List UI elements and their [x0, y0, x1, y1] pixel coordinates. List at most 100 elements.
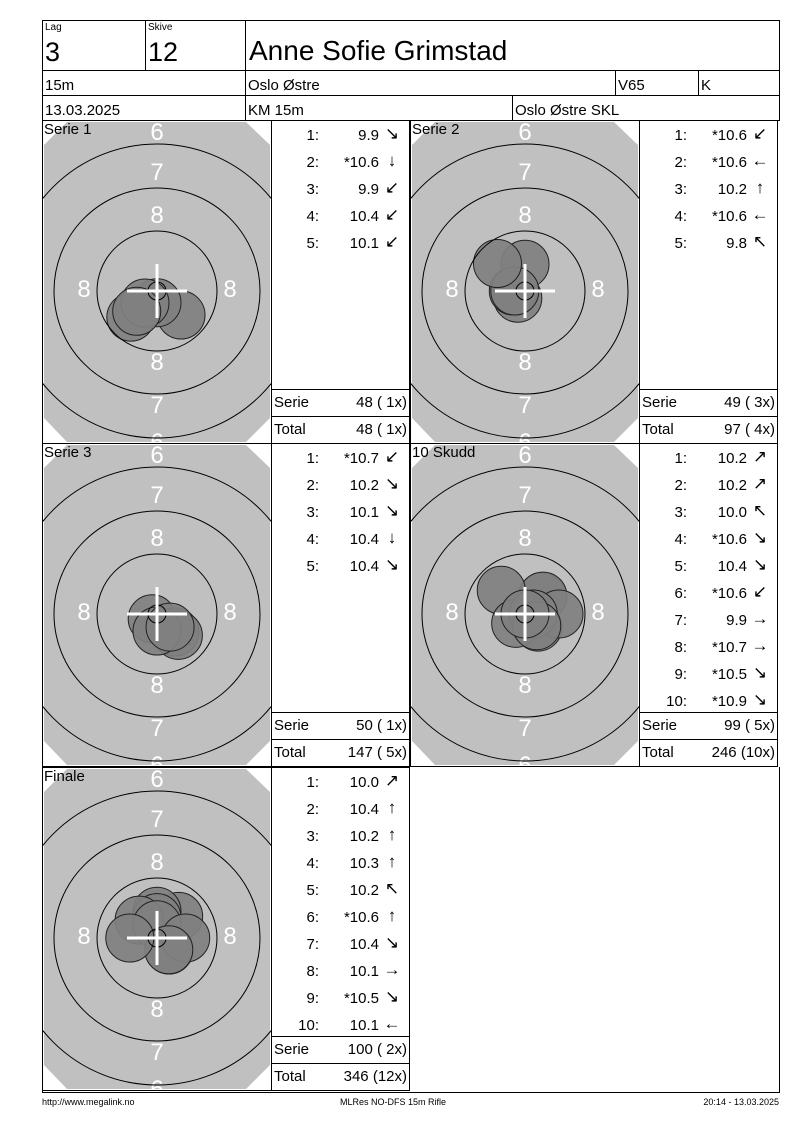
target-ring: [421, 510, 629, 718]
total-value: 246 (10x): [711, 744, 775, 761]
series-title: Serie 1: [44, 121, 92, 138]
shot-number: 5:: [306, 882, 319, 899]
target-ring: [53, 510, 261, 718]
shot-score: *10.6: [711, 208, 747, 225]
shot-score: 10.0: [349, 774, 379, 791]
serie-sum: Serie 99 ( 5x): [640, 712, 777, 740]
shot-score: 10.1: [349, 235, 379, 252]
serie-sum: Serie 49 ( 3x): [640, 389, 777, 417]
target-svg: 6 7 8 8 7 6 8 8: [9, 119, 305, 456]
shot-row: 9: *10.5 ↘: [640, 662, 777, 689]
shot-number: 4:: [306, 855, 319, 872]
shot-row: 3: 10.2 ↑: [640, 177, 777, 204]
shot-number: 10:: [298, 1017, 319, 1034]
ring-number: 6: [150, 768, 163, 793]
total-value: 147 ( 5x): [347, 744, 407, 761]
skive-value: 12: [148, 37, 179, 67]
shot-row: 10: 10.1 ←: [272, 1013, 409, 1040]
footer-url[interactable]: http://www.megalink.no: [42, 1097, 135, 1107]
shot-list: 1: *10.7 ↙ 2: 10.2 ↘ 3: 10.1 ↘ 4: 10.4 ↓ 5: 10.4 ↘ Seri…: [271, 443, 410, 767]
direction-arrow-icon: ↙: [384, 178, 400, 197]
ring-number: 6: [150, 444, 163, 469]
direction-arrow-icon: ↘: [384, 474, 400, 493]
direction-arrow-icon: ↘: [752, 690, 768, 709]
shot-number: 1:: [306, 774, 319, 791]
series-title: Serie 2: [412, 121, 460, 138]
ring-number: 8: [223, 923, 236, 950]
shot-score: 9.9: [358, 181, 379, 198]
shot-score: *10.6: [711, 585, 747, 602]
direction-arrow-icon: ↗: [752, 447, 768, 466]
footer-timestamp: 20:14 - 13.03.2025: [703, 1097, 779, 1107]
target-ring: [96, 877, 218, 999]
ring-number: 7: [150, 392, 163, 419]
target-ring: [96, 230, 218, 352]
shot-row: 1: *10.6 ↙: [640, 123, 777, 150]
skive-cell: Skive 12: [145, 20, 246, 71]
gender: K: [701, 77, 712, 94]
series-title: Serie 3: [44, 444, 92, 461]
direction-arrow-icon: ↗: [384, 771, 400, 790]
shot-number: 4:: [306, 208, 319, 225]
ring-number: 8: [591, 599, 604, 626]
shot-score: 10.1: [349, 504, 379, 521]
shot-score: 10.4: [717, 558, 747, 575]
ring-number: 7: [518, 715, 531, 742]
shot-row: 10: *10.9 ↘: [640, 689, 777, 716]
direction-arrow-icon: ←: [383, 1014, 401, 1033]
series-title: Finale: [44, 768, 85, 785]
shot-row: 4: 10.4 ↙: [272, 204, 409, 231]
ring-number: 8: [518, 349, 531, 376]
total-label: Total: [642, 421, 674, 438]
shot-row: 3: 10.0 ↖: [640, 500, 777, 527]
direction-arrow-icon: ↙: [752, 582, 768, 601]
shot-number: 5:: [674, 558, 687, 575]
ring-number: 8: [223, 276, 236, 303]
direction-arrow-icon: ↑: [755, 178, 765, 197]
ring-number: 7: [518, 482, 531, 509]
ring-number: 8: [150, 202, 163, 229]
shot-row: 4: 10.4 ↓: [272, 527, 409, 554]
serie-sum: Serie 100 ( 2x): [272, 1036, 409, 1064]
shot-score: *10.7: [343, 450, 379, 467]
total-value: 48 ( 1x): [356, 421, 407, 438]
shot-row: 7: 9.9 →: [640, 608, 777, 635]
ring-number: 8: [150, 672, 163, 699]
direction-arrow-icon: ↓: [387, 151, 397, 170]
shot-score: 10.2: [349, 477, 379, 494]
skive-label: Skive: [148, 22, 173, 33]
serie-value: 50 ( 1x): [356, 717, 407, 734]
shot-number: 2:: [306, 154, 319, 171]
ring-number: 6: [518, 429, 531, 443]
shot-row: 3: 10.2 ↑: [272, 824, 409, 851]
direction-arrow-icon: →: [383, 960, 401, 979]
shot-score: 10.4: [349, 558, 379, 575]
shot-number: 4:: [306, 531, 319, 548]
serie-label: Serie: [642, 717, 678, 734]
ring-number: 8: [150, 349, 163, 376]
distance-cell: 15m: [42, 70, 246, 96]
direction-arrow-icon: ↑: [387, 852, 397, 871]
direction-arrow-icon: ↗: [752, 474, 768, 493]
ring-number: 8: [77, 923, 90, 950]
shot-score: 10.4: [349, 801, 379, 818]
competition: KM 15m: [248, 102, 304, 119]
shot-hole: [112, 286, 162, 336]
shot-number: 9:: [674, 666, 687, 683]
shot-number: 4:: [674, 208, 687, 225]
ring-number: 6: [518, 444, 531, 469]
total-value: 97 ( 4x): [724, 421, 775, 438]
shot-row: 1: *10.7 ↙: [272, 446, 409, 473]
shot-row: 5: 10.4 ↘: [640, 554, 777, 581]
ring-number: 8: [518, 525, 531, 552]
shot-row: 2: *10.6 ←: [640, 150, 777, 177]
serie-label: Serie: [274, 394, 310, 411]
series-title: 10 Skudd: [412, 444, 476, 461]
shot-row: 4: *10.6 ←: [640, 204, 777, 231]
shot-score: 10.4: [349, 531, 379, 548]
shot-score: 10.2: [717, 477, 747, 494]
shot-row: 5: 10.4 ↘: [272, 554, 409, 581]
ring-number: 8: [223, 599, 236, 626]
shot-number: 6:: [306, 909, 319, 926]
shot-number: 6:: [674, 585, 687, 602]
